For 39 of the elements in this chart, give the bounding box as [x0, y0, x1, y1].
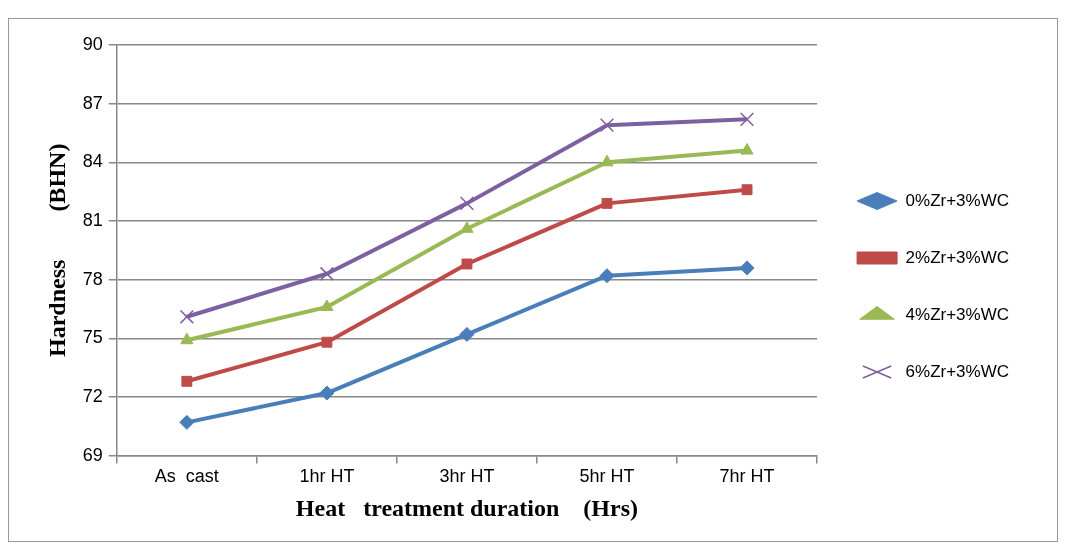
point [180, 332, 194, 345]
y-tick-label: 84 [82, 151, 103, 172]
point [599, 118, 615, 133]
x-tick-label: 7hr HT [719, 466, 775, 487]
point [460, 221, 474, 233]
point [319, 385, 335, 401]
y-axis-title: Hardness (BHN) [43, 143, 70, 357]
y-tick-label: 72 [82, 385, 103, 406]
point [600, 154, 614, 167]
point [319, 266, 335, 281]
legend-label: 4%Zr+3%WC [905, 304, 1009, 324]
point [321, 336, 333, 348]
y-tick-label: 81 [82, 209, 103, 230]
x-axis-title: Heat treatment duration (Hrs) [295, 494, 639, 521]
x-tick-label: As cast [154, 466, 219, 487]
point [179, 414, 195, 430]
legend-label: 2%Zr+3%WC [905, 247, 1009, 267]
point [599, 268, 615, 284]
x-tick-label: 1hr HT [299, 466, 355, 487]
y-tick-label: 87 [82, 92, 103, 113]
y-tick-label: 90 [82, 33, 103, 54]
point [320, 299, 334, 311]
point [459, 326, 475, 342]
y-tick-label: 75 [82, 327, 103, 348]
point [179, 309, 194, 324]
x-tick-label: 5hr HT [579, 466, 635, 487]
point [461, 258, 473, 270]
point [740, 143, 754, 155]
y-tick-label: 78 [82, 268, 103, 289]
x-tick-label: 3hr HT [439, 466, 495, 487]
legend-label: 0%Zr+3%WC [905, 190, 1009, 210]
point [181, 375, 193, 387]
point [741, 184, 753, 196]
point [459, 196, 475, 211]
point [739, 260, 755, 276]
point [601, 197, 613, 209]
legend-label: 6%Zr+3%WC [905, 361, 1009, 381]
point [739, 112, 755, 127]
y-tick-label: 69 [82, 444, 103, 465]
